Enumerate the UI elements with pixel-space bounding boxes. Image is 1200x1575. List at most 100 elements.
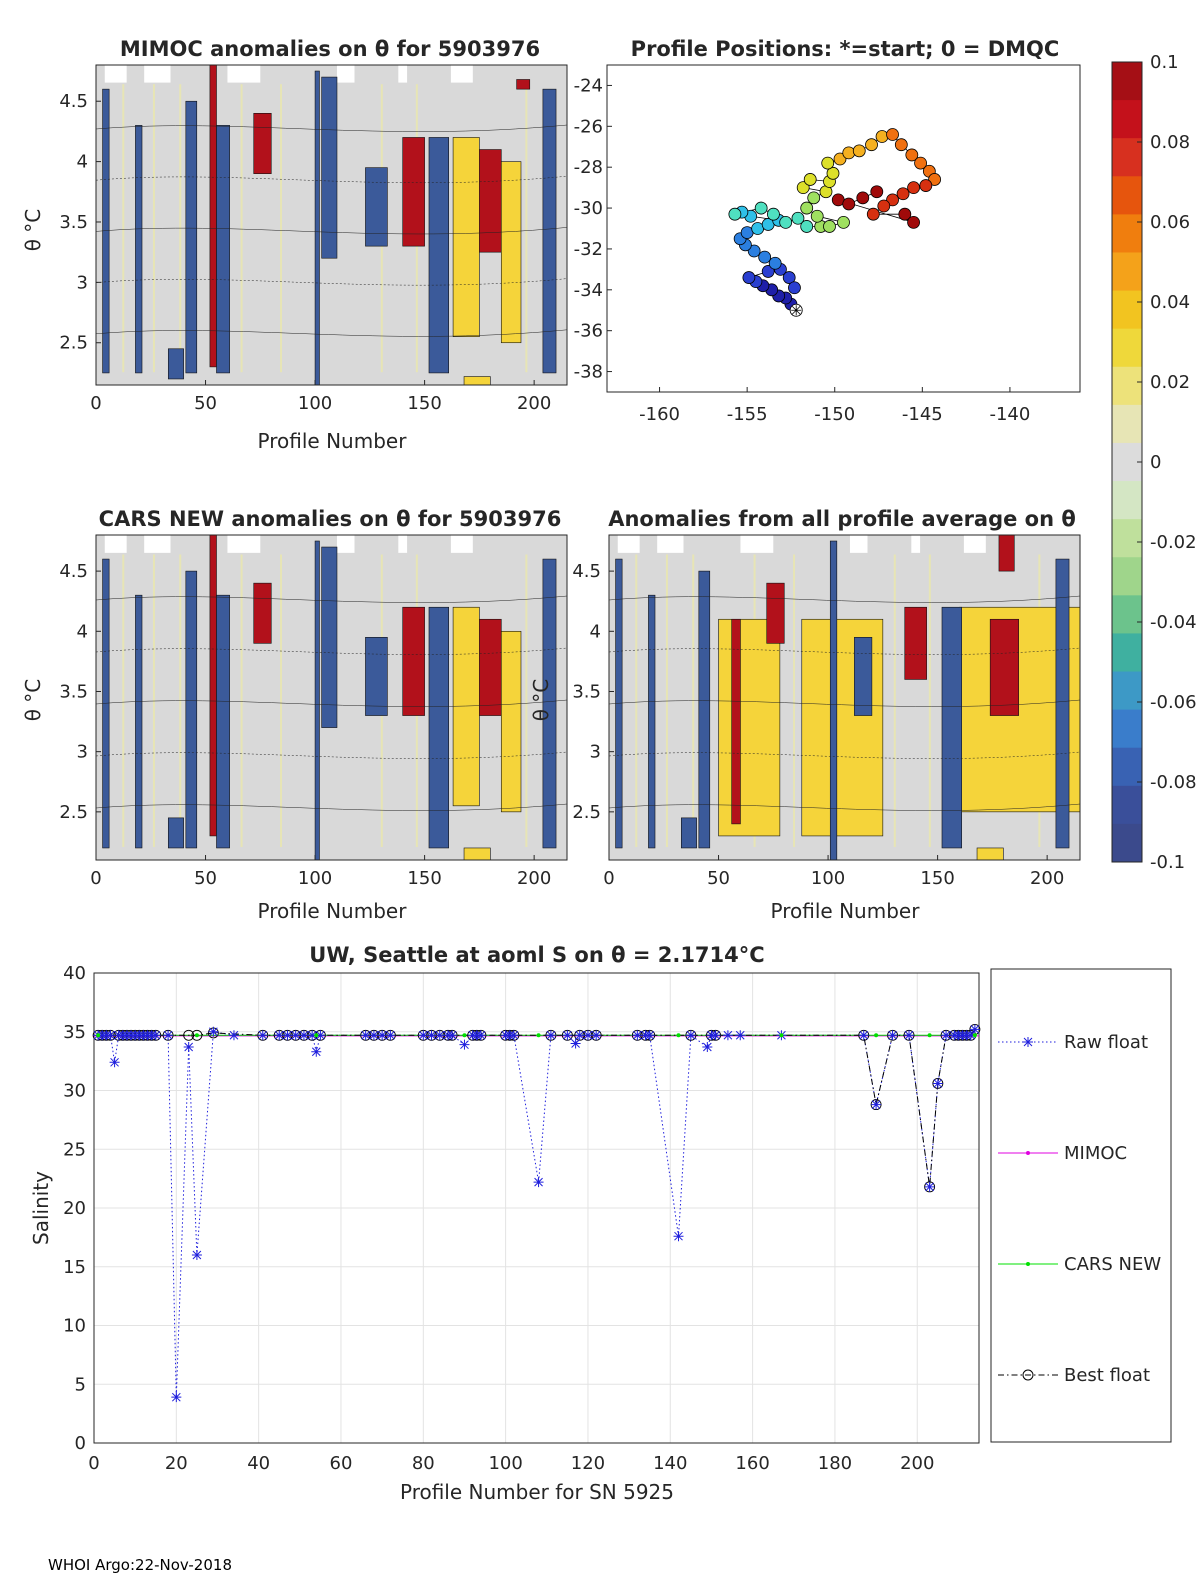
mimoc_panel-stripe xyxy=(280,84,283,373)
profile-position-marker xyxy=(905,148,919,162)
profile-position-marker xyxy=(747,244,761,258)
mimoc_panel-x-tick-label: 50 xyxy=(194,393,217,414)
cars_panel-anomaly-cell xyxy=(216,594,230,849)
avg_panel-stripe xyxy=(793,554,796,847)
cars-new-marker xyxy=(779,1033,784,1038)
legend-box xyxy=(990,968,1172,1443)
cars_panel-gap xyxy=(398,535,408,553)
cars_panel-anomaly-cell xyxy=(185,570,198,849)
mimoc_panel-anomaly-cell xyxy=(452,137,480,337)
avg_panel-x-tick-label: 50 xyxy=(707,868,730,889)
raw-float-marker xyxy=(904,1030,915,1041)
cars_panel-x-tick-label: 50 xyxy=(194,868,217,889)
raw-float-marker xyxy=(377,1030,388,1041)
mimoc_panel-y-tick-label: 3 xyxy=(77,272,88,293)
mimoc-x-label: Profile Number xyxy=(258,429,408,453)
raw-float-marker xyxy=(171,1392,182,1403)
avg_panel-x-tick-label: 100 xyxy=(811,868,845,889)
positions-x-tick-label: -150 xyxy=(814,404,855,425)
profile-position-marker xyxy=(807,191,821,205)
raw-float-marker xyxy=(562,1030,573,1041)
cars_panel-gap xyxy=(144,535,171,553)
colorbar-tick-label: -0.04 xyxy=(1150,612,1197,633)
profile-position-marker xyxy=(842,197,856,211)
mimoc_panel-anomaly-cell xyxy=(314,70,320,385)
avg_panel-y-tick-label: 3.5 xyxy=(572,681,601,702)
profile-position-marker xyxy=(803,173,817,186)
avg_panel-anomaly-cell xyxy=(1055,558,1070,849)
mimoc_panel-stripe xyxy=(240,84,243,373)
best-float-marker xyxy=(191,1029,203,1041)
profile-position-marker xyxy=(810,209,824,223)
legend-label: Raw float xyxy=(1064,1032,1148,1053)
cars-panel-title: CARS NEW anomalies on θ for 5903976 xyxy=(99,507,562,531)
avg_panel-x-tick-label: 0 xyxy=(603,868,614,889)
avg_panel-contour xyxy=(609,803,1080,811)
avg_panel-gap xyxy=(617,535,640,553)
profile-position-marker xyxy=(767,207,780,221)
profile-position-marker xyxy=(791,211,805,225)
avg_panel-x-tick-label: 200 xyxy=(1030,868,1064,889)
raw-float-marker xyxy=(685,1030,696,1041)
mimoc_panel-contour xyxy=(96,175,567,184)
salinity-y-tick-label: 20 xyxy=(63,1198,86,1219)
cars_panel-anomaly-cell xyxy=(500,630,522,813)
cars_panel-x-tick-label: 0 xyxy=(90,868,101,889)
cars_panel-x-tick-label: 150 xyxy=(407,868,441,889)
cars-new-marker xyxy=(676,1033,681,1038)
cars_panel-anomaly-cell xyxy=(365,637,388,716)
raw-float-marker xyxy=(274,1030,285,1041)
cars_panel-contour xyxy=(96,595,567,603)
salinity-x-tick-label: 20 xyxy=(165,1453,188,1474)
colorbar-tick-label: -0.1 xyxy=(1150,852,1185,873)
mimoc_panel-anomaly-cell xyxy=(542,88,557,374)
cars_panel-anomaly-cell xyxy=(167,817,184,849)
avg_panel-y-tick-label: 4 xyxy=(590,621,601,642)
profile-position-marker xyxy=(928,173,941,186)
raw-float-marker xyxy=(257,1030,268,1041)
raw-float-marker xyxy=(702,1042,713,1053)
raw-float-marker xyxy=(418,1030,429,1041)
avg_panel-anomaly-cell xyxy=(648,594,656,849)
colorbar-tick-label: 0.04 xyxy=(1150,292,1190,313)
salinity-y-label: Salinity xyxy=(29,1171,53,1245)
avg_panel-contour xyxy=(609,595,1080,603)
profile-position-marker xyxy=(866,207,880,221)
profile-position-marker xyxy=(768,256,782,270)
avg_panel-anomaly-cell xyxy=(941,606,963,849)
raw-float-marker xyxy=(632,1030,643,1041)
profile-position-marker xyxy=(788,281,801,295)
colorbar-segment xyxy=(1112,823,1142,863)
positions-y-tick-label: -28 xyxy=(574,157,603,178)
legend-label: CARS NEW xyxy=(1064,1254,1161,1275)
raw-float-marker xyxy=(109,1057,120,1068)
cars_panel-contour xyxy=(96,803,567,811)
mimoc_panel-contour xyxy=(96,329,567,337)
raw-float-marker xyxy=(710,1030,721,1041)
profile-position-marker xyxy=(782,271,796,284)
avg_panel-gap xyxy=(740,535,774,553)
colorbar-segment xyxy=(1112,214,1142,253)
positions-x-tick-label: -140 xyxy=(989,404,1030,425)
colorbar-segment xyxy=(1112,595,1142,634)
raw-float-marker xyxy=(887,1030,898,1041)
profile-position-marker xyxy=(800,220,814,233)
avg_panel-anomaly-cell xyxy=(698,570,711,849)
salinity-y-tick-label: 25 xyxy=(63,1139,86,1160)
salinity-y-tick-label: 35 xyxy=(63,1022,86,1043)
mimoc_panel-x-tick-label: 150 xyxy=(407,393,441,414)
mimoc_panel-contour xyxy=(96,124,567,132)
colorbar: 0.1 0.08 0.06 0.04 0.02 0 -0.02 -0.04 -0.06 -0.08… xyxy=(1111,52,1197,873)
avg_panel-stripe xyxy=(893,554,896,847)
salinity-x-tick-label: 40 xyxy=(247,1453,270,1474)
profile-position-marker xyxy=(833,152,847,166)
profile-position-marker xyxy=(728,207,742,221)
mimoc-y-label: θ °C xyxy=(21,209,45,252)
profile-position-marker xyxy=(875,130,889,143)
positions-x-tick-label: -145 xyxy=(902,404,943,425)
colorbar-tick-label: 0.06 xyxy=(1150,212,1190,233)
avg_panel-contour xyxy=(609,751,1080,759)
legend-label: Best float xyxy=(1064,1365,1150,1386)
avg_panel-stripe xyxy=(665,554,668,847)
